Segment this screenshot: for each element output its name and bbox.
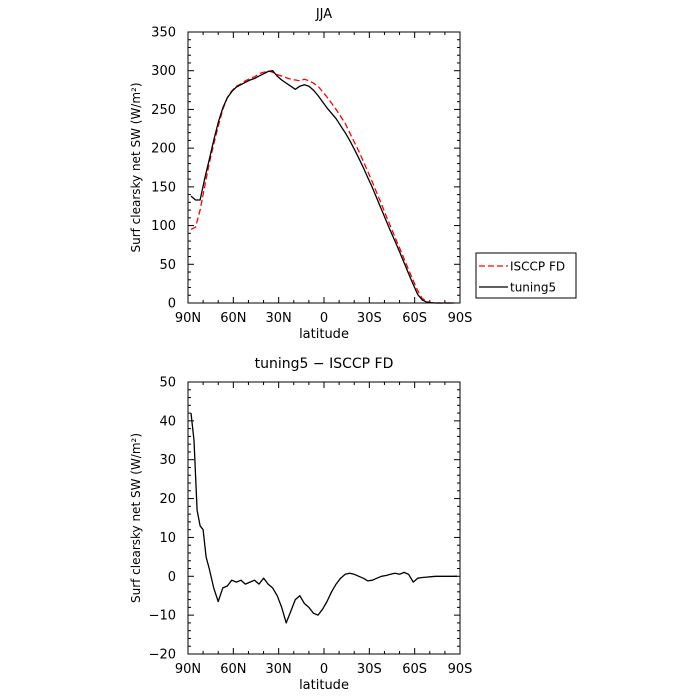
x-tick-label: 30N [266,311,292,326]
chart-1: JJA 0 50 100 150 200 250 300 350 90N 60N 30N 0 30S 60S… [129,7,577,342]
y-tick-label: 300 [151,64,176,79]
chart-title: tuning5 − ISCCP FD [255,356,394,372]
series-line-isccp-fd [190,70,454,304]
y-tick-label: −10 [149,609,176,624]
y-tick-label: 0 [168,570,176,585]
y-tick-label: 350 [151,26,176,41]
y-tick-label: 150 [151,180,176,195]
x-tick-label: 90N [175,311,201,326]
legend-label: ISCCP FD [510,260,565,274]
y-tick-label: 50 [159,258,176,273]
y-tick-label: 40 [159,414,176,429]
x-tick-label: 90N [175,662,201,677]
plot-frame [187,381,461,655]
y-tick-label: 200 [151,142,176,157]
series-line-difference [190,413,457,624]
y-tick-label: 10 [159,531,176,546]
x-tick-label: 60N [220,662,246,677]
y-tick-label: 50 [159,376,176,391]
x-tick-label: 90S [448,662,473,677]
y-tick-label: 100 [151,219,176,234]
x-tick-label: 30S [357,311,382,326]
legend: ISCCP FD tuning5 [475,252,577,299]
x-tick-label: 60S [402,662,427,677]
y-tick-label: −20 [149,648,176,663]
series-line-tuning5 [190,70,454,304]
y-tick-label: 250 [151,103,176,118]
plot-frame [187,31,461,304]
x-tick-label: 0 [320,662,328,677]
y-tick-label: 20 [159,492,176,507]
x-axis-label: latitude [299,327,349,342]
x-tick-label: 60S [402,311,427,326]
y-axis-label: Surf clearsky net SW (W/m²) [129,82,143,252]
y-tick-label: 0 [168,297,176,312]
chart-title: JJA [315,7,332,22]
chart-2: tuning5 − ISCCP FD −20 −10 0 10 20 30 40 50 90N 60… [129,356,472,693]
x-axis-label: latitude [299,678,349,693]
x-tick-label: 90S [448,311,473,326]
legend-box [475,252,577,299]
y-tick-label: 30 [159,453,176,468]
legend-label: tuning5 [510,281,556,295]
x-tick-label: 0 [320,311,328,326]
y-axis-label: Surf clearsky net SW (W/m²) [129,433,143,603]
x-tick-label: 30N [266,662,292,677]
x-tick-label: 60N [220,311,246,326]
x-tick-label: 30S [357,662,382,677]
